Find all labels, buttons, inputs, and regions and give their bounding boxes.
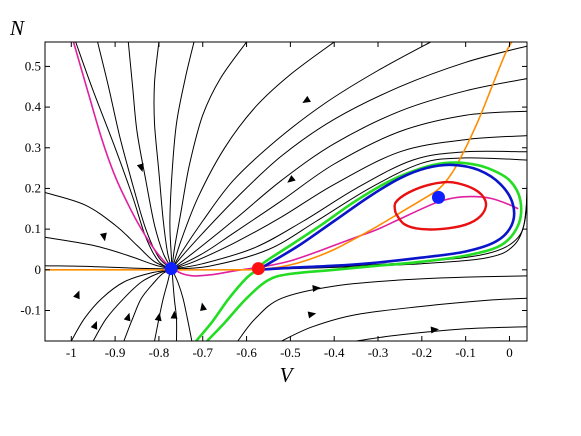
trajectory-24 bbox=[281, 297, 527, 341]
flow-arrow-0 bbox=[99, 232, 107, 242]
trajectory-12 bbox=[172, 150, 527, 270]
flow-arrow-12 bbox=[430, 326, 439, 334]
fixed-point-saddle bbox=[251, 262, 265, 276]
trajectory-4 bbox=[169, 42, 195, 270]
y-tick-label-1: 0 bbox=[35, 262, 42, 277]
trajectory-3 bbox=[153, 42, 173, 270]
trajectory-8 bbox=[171, 45, 527, 270]
y-tick-label-0: -0.1 bbox=[20, 302, 41, 317]
flow-arrow-6 bbox=[123, 312, 131, 322]
x-tick-label-10: 0 bbox=[506, 345, 513, 360]
flow-arrow-8 bbox=[170, 310, 178, 319]
x-tick-label-7: -0.3 bbox=[368, 345, 389, 360]
x-tick-label-1: -0.9 bbox=[105, 345, 126, 360]
trajectory-10 bbox=[171, 110, 527, 270]
flow-arrow-5 bbox=[90, 321, 98, 330]
trajectory-22 bbox=[171, 269, 193, 341]
axis-ticks: -1 -0.9 -0.8 -0.7 -0.6 -0.5 -0.4 -0.3 -0.2 -0.1 0 -… bbox=[20, 42, 527, 360]
x-axis-label: V bbox=[280, 363, 295, 387]
flow-arrow-2 bbox=[302, 95, 311, 104]
trajectory-27 bbox=[264, 168, 527, 270]
trajectory-23 bbox=[237, 275, 527, 341]
trajectory-25 bbox=[356, 326, 527, 341]
x-tick-label-9: -0.1 bbox=[455, 345, 476, 360]
x-tick-label-0: -1 bbox=[66, 345, 77, 360]
trajectory-14 bbox=[45, 192, 173, 270]
trajectory-7 bbox=[171, 42, 431, 270]
flow-arrow-3 bbox=[287, 175, 296, 183]
y-tick-label-5: 0.4 bbox=[25, 99, 42, 114]
trajectory-2 bbox=[127, 42, 173, 270]
trajectory-17 bbox=[70, 269, 173, 341]
y-tick-label-2: 0.1 bbox=[25, 221, 41, 236]
x-tick-label-4: -0.6 bbox=[236, 345, 257, 360]
y-tick-label-4: 0.3 bbox=[25, 140, 41, 155]
trajectory-21 bbox=[171, 269, 178, 341]
stable-manifold-right bbox=[206, 161, 523, 341]
trajectory-13 bbox=[172, 157, 527, 270]
v-nullcline bbox=[72, 42, 519, 277]
flow-arrow-7 bbox=[154, 312, 162, 322]
flow-arrow-4 bbox=[73, 290, 80, 300]
plot-area bbox=[45, 42, 527, 341]
homoclinic-orbit bbox=[256, 163, 516, 272]
x-tick-label-8: -0.2 bbox=[412, 345, 433, 360]
flow-arrow-1 bbox=[136, 163, 144, 172]
trajectory-0 bbox=[75, 42, 173, 270]
plot-frame bbox=[44, 41, 528, 342]
fixed-point-stable-node bbox=[164, 262, 178, 276]
flow-arrow-10 bbox=[312, 285, 321, 292]
trajectory-16 bbox=[45, 265, 173, 270]
x-tick-label-3: -0.7 bbox=[192, 345, 213, 360]
x-tick-label-6: -0.4 bbox=[324, 345, 345, 360]
unstable-limit-cycle bbox=[393, 180, 488, 231]
trajectory-9 bbox=[171, 78, 527, 270]
trajectory-1 bbox=[97, 42, 173, 270]
fixed-point-stable-focus bbox=[431, 190, 445, 204]
trajectory-15 bbox=[45, 236, 173, 270]
y-axis-label: N bbox=[9, 16, 25, 40]
x-tick-label-2: -0.8 bbox=[149, 345, 170, 360]
y-tick-label-3: 0.2 bbox=[25, 180, 41, 195]
trajectory-19 bbox=[123, 269, 173, 341]
flow-arrow-9 bbox=[200, 302, 207, 312]
stable-manifold-left bbox=[195, 268, 259, 341]
trajectory-6 bbox=[171, 42, 335, 270]
y-tick-label-6: 0.5 bbox=[25, 58, 41, 73]
trajectory-11 bbox=[171, 135, 527, 270]
trajectory-5 bbox=[171, 42, 248, 270]
trajectory-18 bbox=[92, 269, 173, 341]
x-tick-label-5: -0.5 bbox=[280, 345, 301, 360]
trajectory-20 bbox=[154, 269, 173, 341]
flow-arrow-11 bbox=[307, 311, 317, 319]
